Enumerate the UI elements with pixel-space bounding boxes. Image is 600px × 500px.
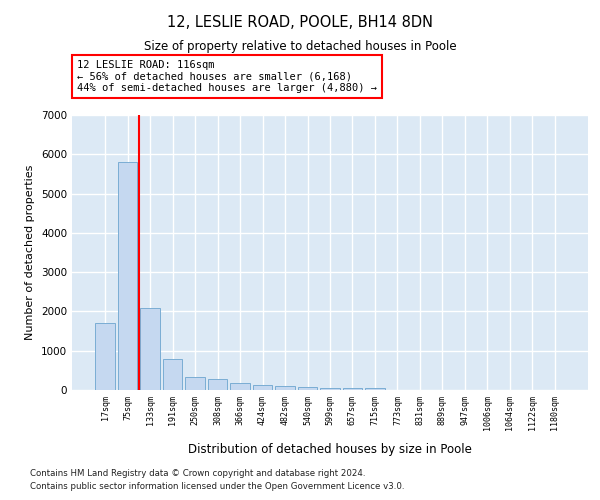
Bar (343, 388, 362, 390)
Bar (163, 358, 182, 390)
Text: Contains public sector information licensed under the Open Government Licence v3: Contains public sector information licen… (30, 482, 404, 491)
Bar (275, 386, 295, 390)
Bar (230, 384, 250, 390)
Text: 12, LESLIE ROAD, POOLE, BH14 8DN: 12, LESLIE ROAD, POOLE, BH14 8DN (167, 15, 433, 30)
Text: Size of property relative to detached houses in Poole: Size of property relative to detached ho… (143, 40, 457, 53)
Bar (365, 388, 385, 390)
Bar (320, 388, 340, 390)
Bar (118, 162, 137, 390)
Bar (95, 323, 115, 390)
Bar (185, 378, 205, 390)
Text: Distribution of detached houses by size in Poole: Distribution of detached houses by size … (188, 442, 472, 456)
Bar (253, 386, 272, 390)
Y-axis label: Number of detached properties: Number of detached properties (25, 165, 35, 340)
Bar (140, 308, 160, 390)
Bar (298, 387, 317, 390)
Text: Contains HM Land Registry data © Crown copyright and database right 2024.: Contains HM Land Registry data © Crown c… (30, 468, 365, 477)
Bar (208, 380, 227, 390)
Text: 12 LESLIE ROAD: 116sqm
← 56% of detached houses are smaller (6,168)
44% of semi-: 12 LESLIE ROAD: 116sqm ← 56% of detached… (77, 60, 377, 93)
